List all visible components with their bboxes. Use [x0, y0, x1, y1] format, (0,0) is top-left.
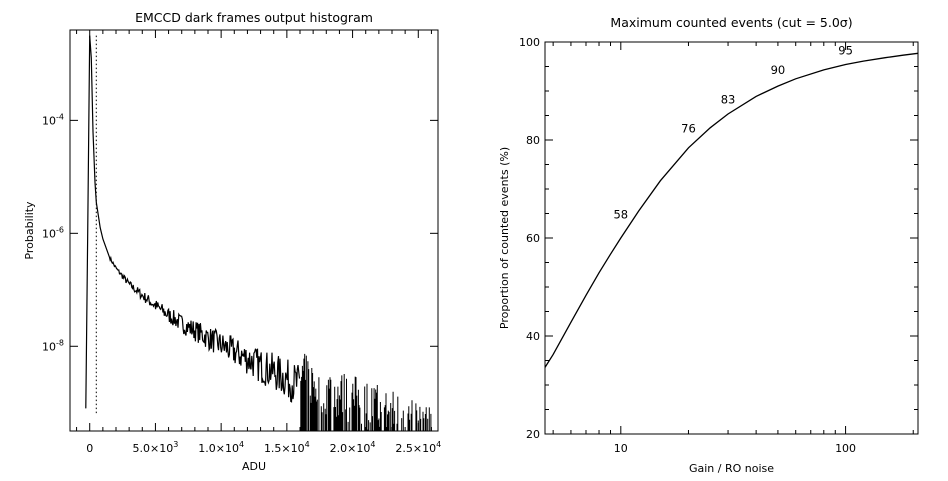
x-tick-label: 0 — [86, 442, 93, 455]
x-tick-label: 2.0×104 — [330, 440, 376, 455]
y-tick-label: 10-8 — [42, 338, 64, 353]
chart-title: Maximum counted events (cut = 5.0σ) — [610, 15, 852, 30]
y-tick-label: 10-6 — [42, 225, 64, 240]
curve-annotation: 95 — [838, 43, 853, 57]
y-axis-label: Proportion of counted events (%) — [498, 147, 511, 329]
y-tick-label: 10-4 — [42, 112, 64, 127]
counted-events-chart: Maximum counted events (cut = 5.0σ) Gain … — [498, 15, 919, 475]
plot-frame — [69, 29, 439, 432]
x-tick-label: 1.0×104 — [198, 440, 244, 455]
x-tick-label: 100 — [835, 442, 856, 455]
x-tick-label: 5.0×103 — [133, 440, 179, 455]
histogram-series-line — [85, 35, 301, 409]
y-tick-label: 20 — [526, 428, 540, 441]
y-tick-label: 80 — [526, 134, 540, 147]
curve-annotation: 76 — [681, 122, 696, 136]
curve-annotation: 58 — [613, 207, 628, 221]
x-tick-label: 10 — [614, 442, 628, 455]
curve-annotation: 83 — [721, 92, 736, 106]
y-tick-label: 40 — [526, 330, 540, 343]
y-tick-label: 100 — [519, 36, 540, 49]
x-tick-label: 2.5×104 — [395, 440, 441, 455]
counted-events-line — [544, 52, 919, 368]
histogram-tail-spikes — [300, 353, 432, 431]
x-axis-label: Gain / RO noise — [689, 462, 774, 475]
chart-title: EMCCD dark frames output histogram — [135, 10, 373, 25]
curve-annotation: 90 — [771, 63, 786, 77]
y-axis-label: Probability — [23, 201, 36, 260]
x-axis-label: ADU — [242, 460, 266, 473]
y-tick-label: 60 — [526, 232, 540, 245]
histogram-chart: EMCCD dark frames output histogram ADU Pro… — [23, 10, 441, 473]
x-tick-label: 1.5×104 — [264, 440, 310, 455]
